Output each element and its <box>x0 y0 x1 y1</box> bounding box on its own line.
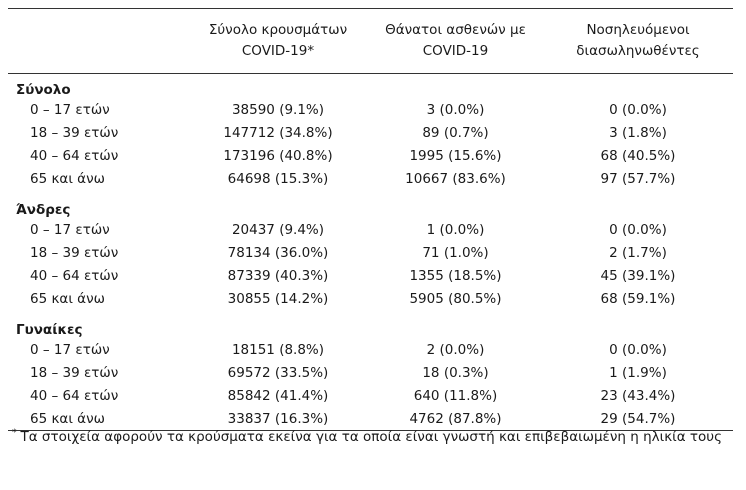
age-cell: 0 – 17 ετών <box>30 101 110 118</box>
cases-cell: 147712 (34.8%) <box>223 124 333 141</box>
intubated-cell: 1 (1.9%) <box>609 364 667 381</box>
age-cell: 18 – 39 ετών <box>30 244 119 261</box>
group-title: Άνδρες <box>16 202 71 218</box>
age-cell: 40 – 64 ετών <box>30 387 119 404</box>
header-total-cases: Σύνολο κρουσμάτων COVID-19* <box>188 8 368 74</box>
covid-age-table: Σύνολο κρουσμάτων COVID-19* Θάνατοι ασθε… <box>8 8 733 431</box>
deaths-cell: 89 (0.7%) <box>422 124 489 141</box>
table-row: 18 – 39 ετών 78134 (36.0%) 71 (1.0%) 2 (1.7… <box>8 241 733 264</box>
deaths-cell: 640 (11.8%) <box>413 387 498 404</box>
deaths-cell: 1 (0.0%) <box>426 221 485 238</box>
cases-cell: 38590 (9.1%) <box>231 101 325 118</box>
cases-cell: 173196 (40.8%) <box>223 147 333 164</box>
intubated-cell: 3 (1.8%) <box>609 124 667 141</box>
cases-cell: 33837 (16.3%) <box>188 407 368 431</box>
deaths-cell: 3 (0.0%) <box>426 101 485 118</box>
table-row: 40 – 64 ετών 85842 (41.4%) 640 (11.8%) 23 (… <box>8 384 733 407</box>
intubated-cell: 97 (57.7%) <box>600 170 676 187</box>
cases-cell: 85842 (41.4%) <box>227 387 329 404</box>
table-row: 65 και άνω 30855 (14.2%) 5905 (80.5%) 68 (5… <box>8 287 733 310</box>
group-header-row: Σύνολο <box>8 74 733 98</box>
age-cell: 65 και άνω <box>30 290 105 307</box>
age-cell: 18 – 39 ετών <box>30 124 119 141</box>
cases-cell: 69572 (33.5%) <box>227 364 329 381</box>
table-row: 18 – 39 ετών 69572 (33.5%) 18 (0.3%) 1 (1.9… <box>8 361 733 384</box>
table-row: 0 – 17 ετών 38590 (9.1%) 3 (0.0%) 0 (0.0%) <box>8 98 733 121</box>
age-cell: 65 και άνω <box>30 170 105 187</box>
table-row: 65 και άνω 64698 (15.3%) 10667 (83.6%) 97 (… <box>8 167 733 190</box>
header-intubated: Νοσηλευόμενοι διασωληνωθέντες <box>543 8 733 74</box>
group-header-row: Άνδρες <box>8 194 733 218</box>
covid-age-table-container: Σύνολο κρουσμάτων COVID-19* Θάνατοι ασθε… <box>8 8 733 431</box>
cases-cell: 78134 (36.0%) <box>227 244 329 261</box>
intubated-cell: 0 (0.0%) <box>609 341 667 358</box>
table-row: 40 – 64 ετών 87339 (40.3%) 1355 (18.5%) 45 … <box>8 264 733 287</box>
age-cell: 40 – 64 ετών <box>30 147 119 164</box>
age-cell: 65 και άνω <box>8 407 188 431</box>
intubated-cell: 29 (54.7%) <box>543 407 733 431</box>
group-title: Σύνολο <box>16 82 71 98</box>
age-cell: 0 – 17 ετών <box>30 221 110 238</box>
deaths-cell: 5905 (80.5%) <box>409 290 502 307</box>
deaths-cell: 1995 (15.6%) <box>409 147 502 164</box>
table-row: 0 – 17 ετών 20437 (9.4%) 1 (0.0%) 0 (0.0%) <box>8 218 733 241</box>
table-header: Σύνολο κρουσμάτων COVID-19* Θάνατοι ασθε… <box>8 8 733 74</box>
deaths-cell: 4762 (87.8%) <box>368 407 543 431</box>
age-cell: 0 – 17 ετών <box>30 341 110 358</box>
table-row: 0 – 17 ετών 18151 (8.8%) 2 (0.0%) 0 (0.0%) <box>8 338 733 361</box>
cases-cell: 87339 (40.3%) <box>227 267 329 284</box>
deaths-cell: 18 (0.3%) <box>422 364 489 381</box>
cases-cell: 30855 (14.2%) <box>227 290 329 307</box>
intubated-cell: 45 (39.1%) <box>600 267 676 284</box>
header-deaths: Θάνατοι ασθενών με COVID-19 <box>368 8 543 74</box>
intubated-cell: 68 (59.1%) <box>600 290 676 307</box>
table-body: Σύνολο 0 – 17 ετών 38590 (9.1%) 3 (0.0%) 0 (… <box>8 74 733 431</box>
group-title: Γυναίκες <box>16 322 83 338</box>
deaths-cell: 71 (1.0%) <box>422 244 489 261</box>
table-row: 18 – 39 ετών 147712 (34.8%) 89 (0.7%) 3 (1.… <box>8 121 733 144</box>
footnote-text: Τα στοιχεία αφορούν τα κρούσματα εκείνα … <box>20 429 723 445</box>
intubated-cell: 23 (43.4%) <box>600 387 676 404</box>
cases-cell: 64698 (15.3%) <box>227 170 329 187</box>
cases-cell: 18151 (8.8%) <box>231 341 325 358</box>
deaths-cell: 10667 (83.6%) <box>405 170 506 187</box>
deaths-cell: 2 (0.0%) <box>426 341 485 358</box>
age-cell: 18 – 39 ετών <box>30 364 119 381</box>
header-empty-cell <box>8 8 188 74</box>
cases-cell: 20437 (9.4%) <box>231 221 325 238</box>
intubated-cell: 0 (0.0%) <box>609 221 667 238</box>
footnote-marker: * <box>12 428 17 438</box>
intubated-cell: 68 (40.5%) <box>600 147 676 164</box>
deaths-cell: 1355 (18.5%) <box>409 267 502 284</box>
table-row: 65 και άνω 33837 (16.3%) 4762 (87.8%) 29 (5… <box>8 407 733 431</box>
group-header-row: Γυναίκες <box>8 314 733 338</box>
footnote: * Τα στοιχεία αφορούν τα κρούσματα εκείνα… <box>12 428 722 445</box>
intubated-cell: 2 (1.7%) <box>609 244 667 261</box>
age-cell: 40 – 64 ετών <box>30 267 119 284</box>
intubated-cell: 0 (0.0%) <box>609 101 667 118</box>
table-row: 40 – 64 ετών 173196 (40.8%) 1995 (15.6%) 68… <box>8 144 733 167</box>
